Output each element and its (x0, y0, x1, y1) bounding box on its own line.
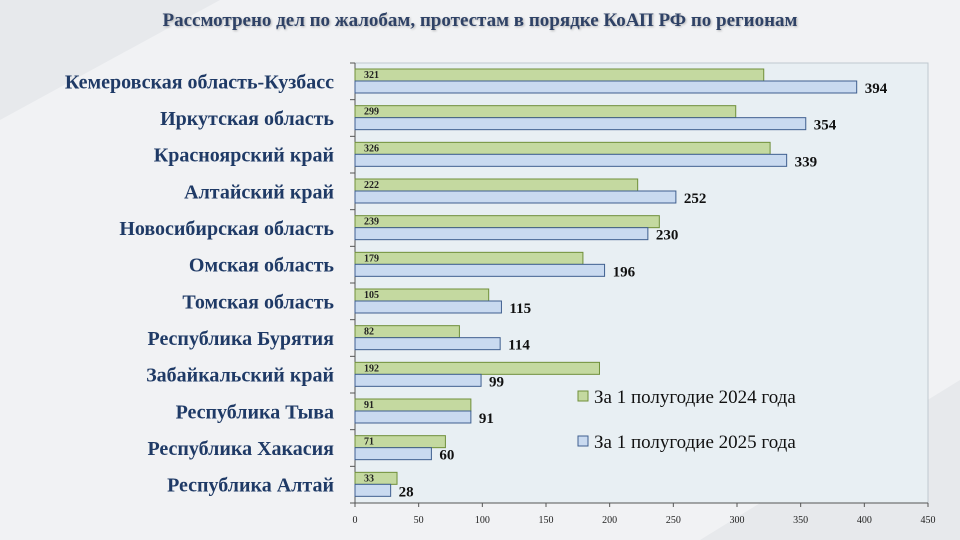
bar-2025 (354, 190, 677, 204)
data-label-2025: 252 (684, 191, 707, 207)
category-label: Республика Тыва (176, 401, 334, 423)
data-label-2024: 222 (364, 180, 379, 191)
data-label-2025: 28 (399, 484, 414, 500)
bar-2025 (354, 337, 501, 351)
bar-2025 (354, 227, 649, 241)
x-tick-label: 300 (730, 515, 745, 526)
category-label: Новосибирская область (119, 218, 334, 240)
category-label: Томская область (182, 291, 334, 313)
data-label-2025: 91 (479, 411, 494, 427)
data-label-2024: 105 (364, 290, 379, 301)
data-label-2024: 33 (364, 473, 374, 484)
data-label-2024: 82 (364, 327, 374, 338)
data-label-2024: 91 (364, 400, 374, 411)
data-label-2025: 115 (509, 301, 531, 317)
data-label-2025: 230 (656, 228, 679, 244)
category-label: Красноярский край (154, 145, 334, 167)
category-label: Республика Бурятия (147, 328, 334, 350)
legend-swatch-2024 (577, 390, 589, 402)
category-label: Забайкальский край (146, 365, 334, 387)
bar-2024 (354, 361, 600, 375)
x-tick-label: 350 (793, 515, 808, 526)
bar-2025 (354, 117, 807, 131)
data-label-2025: 114 (508, 338, 530, 354)
data-label-2024: 239 (364, 217, 379, 228)
bar-2024 (354, 471, 398, 485)
bar-2025 (354, 483, 392, 497)
bar-2025 (354, 153, 788, 167)
x-tick-label: 250 (666, 515, 681, 526)
legend-swatch-2025 (577, 435, 589, 447)
category-label: Омская область (189, 255, 335, 277)
legend-label-2024: За 1 полугодие 2024 года (594, 387, 796, 408)
bar-2024 (354, 105, 737, 119)
bar-2024 (354, 68, 765, 82)
data-label-2025: 99 (489, 374, 504, 390)
bar-2025 (354, 373, 482, 387)
bar-2024 (354, 251, 584, 265)
data-label-2025: 354 (814, 118, 837, 134)
x-tick-label: 400 (857, 515, 872, 526)
category-label: Алтайский край (184, 181, 334, 203)
data-label-2024: 71 (364, 437, 374, 448)
category-label: Иркутская область (160, 108, 334, 130)
page-title: Рассмотрено дел по жалобам, протестам в … (162, 10, 798, 31)
category-label: Кемеровская область-Кузбасс (65, 71, 334, 93)
category-label: Республика Хакасия (147, 438, 334, 460)
plot-area (354, 62, 929, 504)
bar-2025 (354, 410, 472, 424)
x-tick-label: 200 (602, 515, 617, 526)
data-label-2024: 326 (364, 143, 379, 154)
data-label-2025: 196 (613, 264, 636, 280)
data-label-2025: 339 (795, 154, 818, 170)
x-tick-label: 50 (414, 515, 424, 526)
data-label-2024: 192 (364, 363, 379, 374)
data-label-2024: 321 (364, 70, 379, 81)
category-label: Республика Алтай (167, 475, 334, 497)
legend-label-2025: За 1 полугодие 2025 года (594, 432, 796, 453)
x-tick-label: 100 (475, 515, 490, 526)
data-label-2024: 179 (364, 253, 379, 264)
bar-2024 (354, 178, 639, 192)
data-label-2024: 299 (364, 107, 379, 118)
x-tick-label: 450 (921, 515, 936, 526)
bar-2025 (354, 80, 858, 94)
bar-2024 (354, 215, 660, 229)
data-label-2025: 394 (865, 81, 888, 97)
bar-2024 (354, 141, 771, 155)
data-label-2025: 60 (439, 448, 454, 464)
bar-2025 (354, 263, 606, 277)
bar-2025 (354, 447, 432, 461)
x-tick-label: 150 (539, 515, 554, 526)
x-tick-label: 0 (353, 515, 358, 526)
bar-2025 (354, 300, 502, 314)
